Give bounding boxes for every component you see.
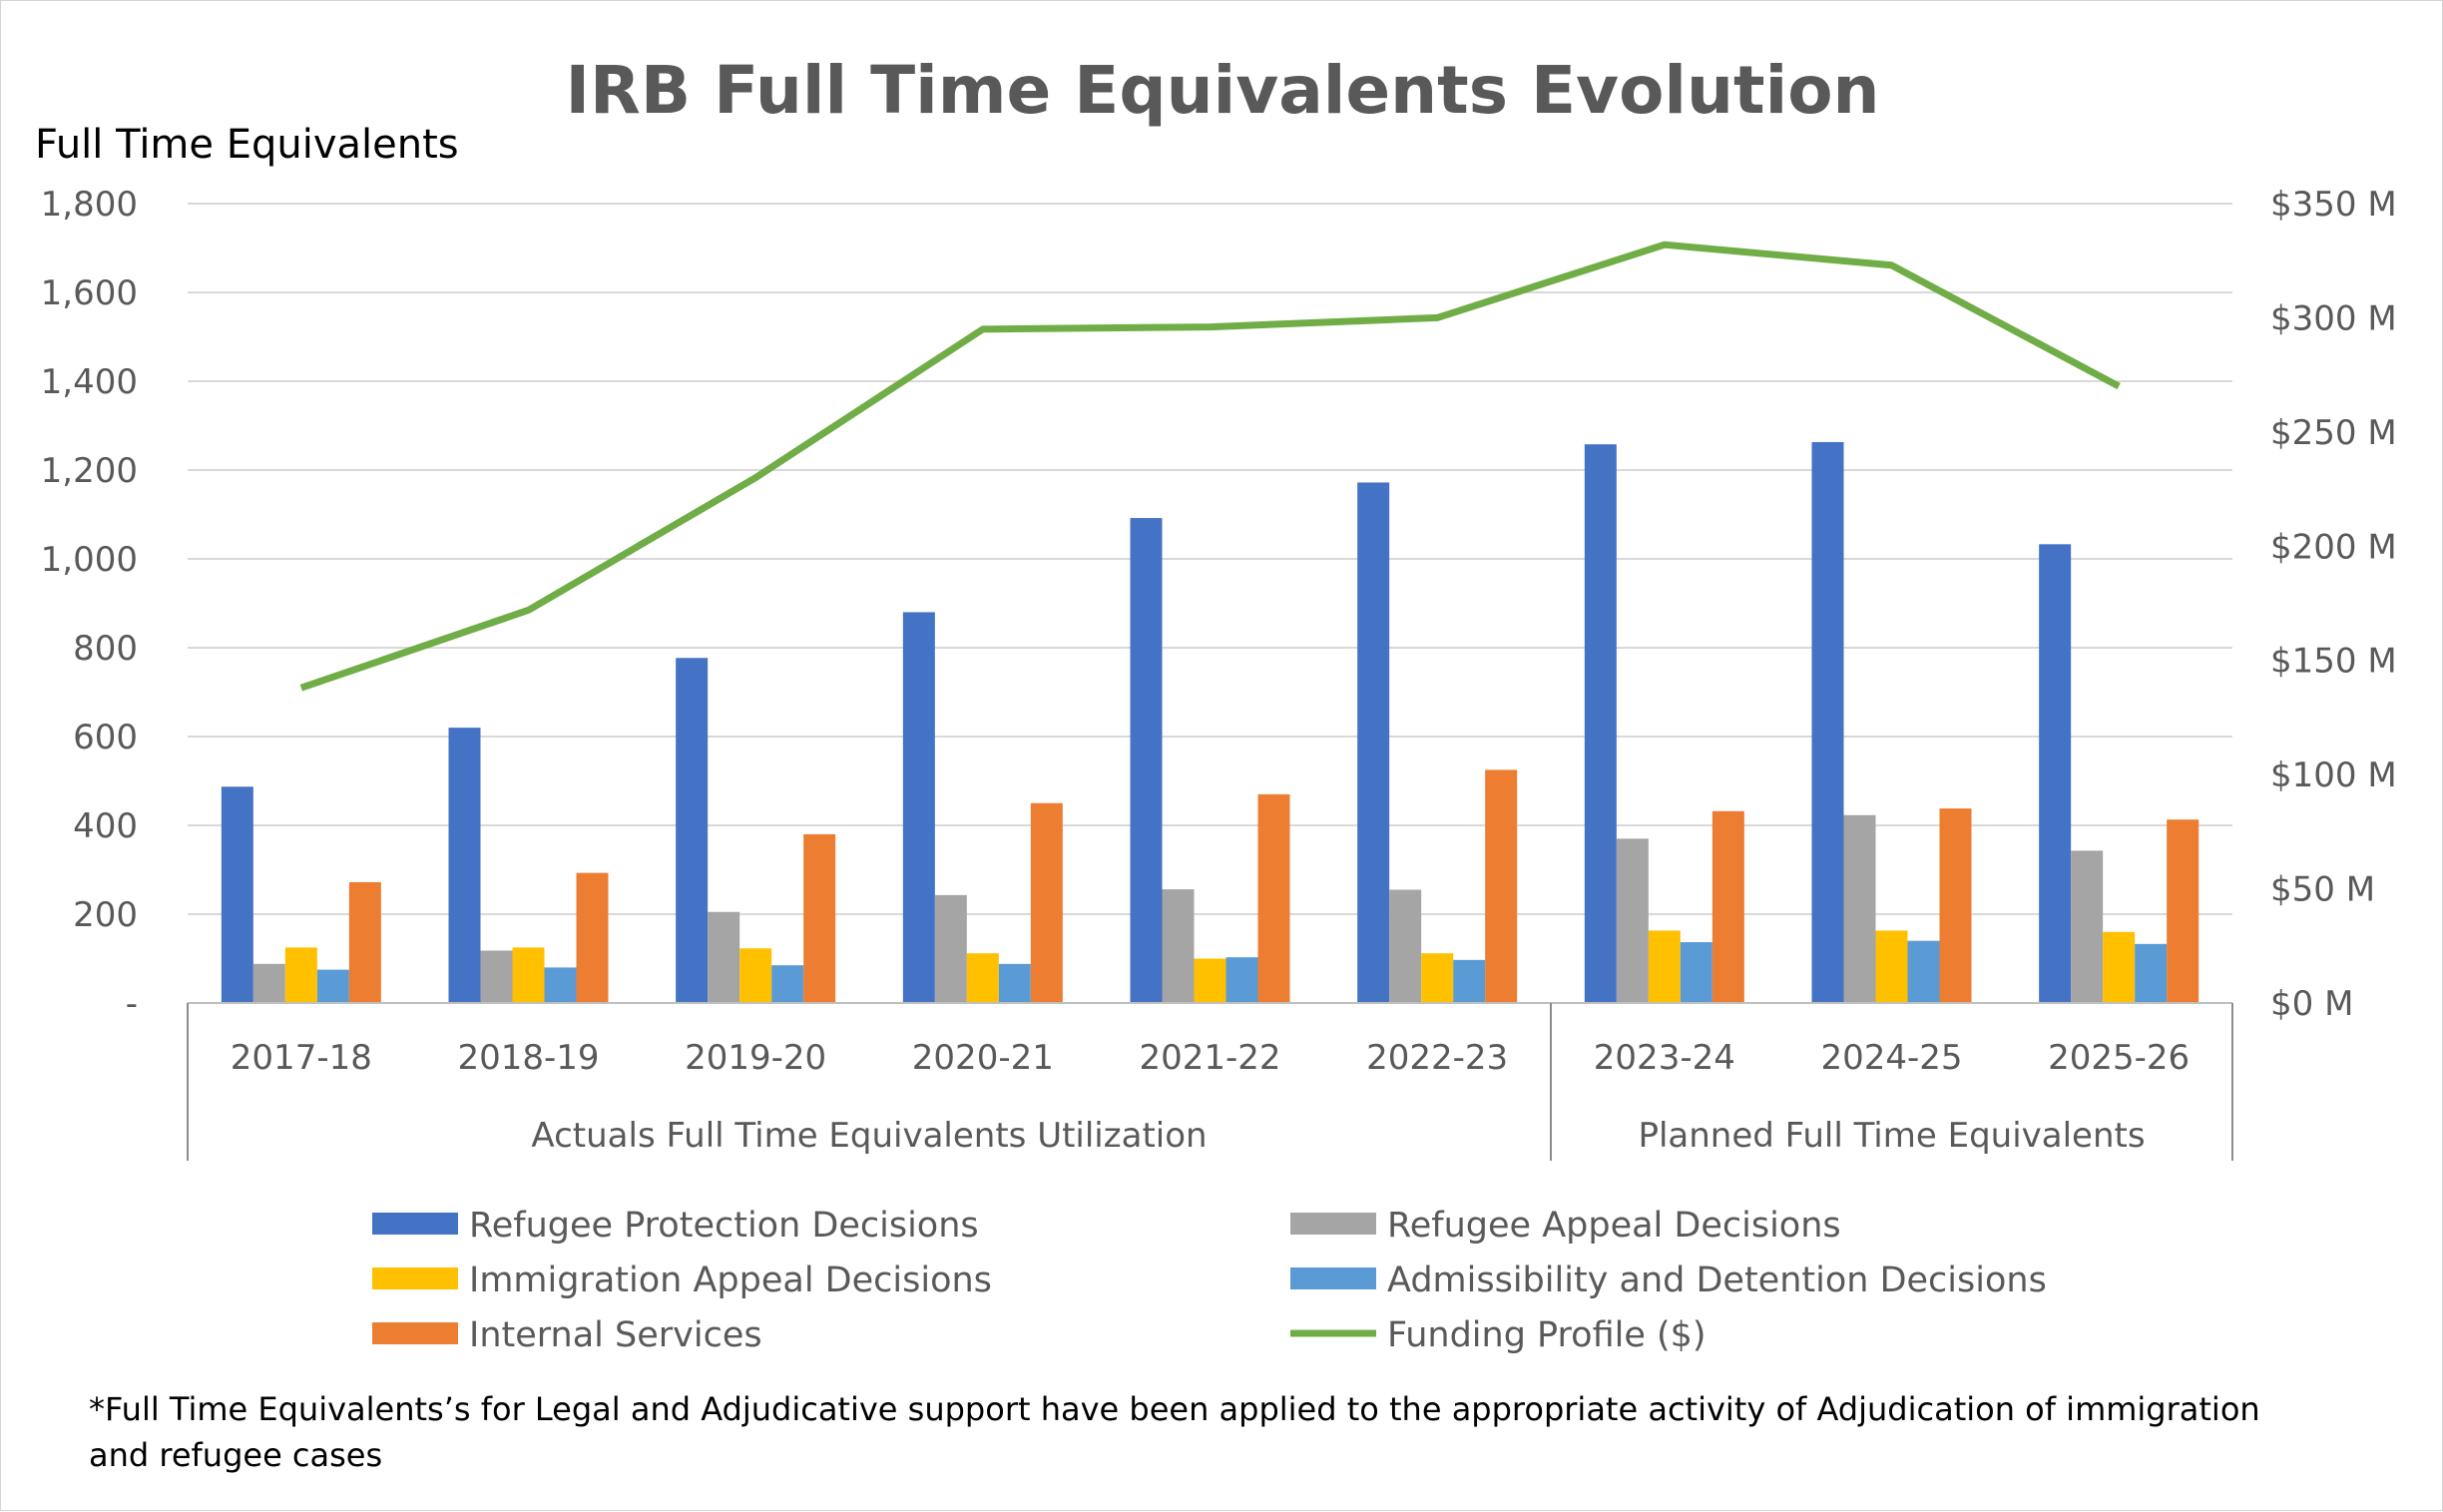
y2-tick-label: $150 M <box>2270 642 2397 682</box>
x-axis: 2017-18 2018-19 2019-20 2020-21 2021-22 2022-… <box>187 1002 2233 1161</box>
y-tick-label: 200 <box>73 895 138 935</box>
chart-title: IRB Full Time Equivalents Evolution <box>565 52 1879 129</box>
bar-refugee-protection-decisions-2020-21 <box>902 612 935 1003</box>
y-tick-label: 1,600 <box>41 273 138 313</box>
y2-tick-label: $0 M <box>2270 984 2353 1024</box>
x-tick-label: 2024-25 <box>1820 1038 1962 1078</box>
bar-admissibility-and-detention-decisions-2023-24 <box>1680 942 1712 1003</box>
y2-tick-label: $300 M <box>2270 298 2397 338</box>
bar-immigration-appeal-decisions-2020-21 <box>966 953 999 1003</box>
bar-admissibility-and-detention-decisions-2024-25 <box>1907 940 1940 1003</box>
y-tick-label: 600 <box>73 718 138 757</box>
bar-internal-services-2025-26 <box>2167 819 2199 1003</box>
bar-refugee-protection-decisions-2023-24 <box>1584 444 1617 1003</box>
y-tick-label: - <box>126 984 138 1024</box>
y-tick-label: 1,000 <box>41 540 138 580</box>
x-tick-label: 2017-18 <box>231 1038 372 1078</box>
bar-internal-services-2022-23 <box>1485 769 1518 1003</box>
funding-line <box>299 241 2121 692</box>
bar-refugee-appeal-decisions-2022-23 <box>1389 889 1422 1003</box>
y2-tick-label: $250 M <box>2270 413 2397 453</box>
y2-tick-label: $200 M <box>2270 527 2397 567</box>
bar-refugee-protection-decisions-2017-18 <box>221 786 253 1003</box>
bar-marks <box>221 441 2199 1004</box>
bar-immigration-appeal-decisions-2022-23 <box>1421 953 1454 1003</box>
gridlines <box>188 203 2232 915</box>
bar-internal-services-2020-21 <box>1030 802 1063 1003</box>
bar-refugee-appeal-decisions-2024-25 <box>1843 814 1876 1003</box>
bar-immigration-appeal-decisions-2024-25 <box>1875 930 1908 1003</box>
bar-refugee-appeal-decisions-2021-22 <box>1162 889 1195 1003</box>
bar-refugee-protection-decisions-2018-19 <box>448 728 481 1003</box>
bar-refugee-protection-decisions-2019-20 <box>676 658 709 1003</box>
legend-swatch <box>372 1267 458 1289</box>
bar-refugee-protection-decisions-2025-26 <box>2039 544 2072 1003</box>
bar-immigration-appeal-decisions-2025-26 <box>2103 931 2136 1003</box>
legend: Refugee Protection Decisions Refugee Appe… <box>372 1206 2047 1355</box>
x-tick-label: 2020-21 <box>912 1038 1054 1078</box>
bar-internal-services-2019-20 <box>803 833 836 1003</box>
footnote: *Full Time Equivalents’s for Legal and A… <box>89 1390 2260 1474</box>
y-axis-ticks: - 200 400 600 800 1,000 1,200 1,400 1,600 1,800 <box>41 185 138 1024</box>
bar-internal-services-2023-24 <box>1711 810 1744 1003</box>
bar-refugee-appeal-decisions-2017-18 <box>252 963 285 1003</box>
bar-admissibility-and-detention-decisions-2020-21 <box>998 963 1031 1003</box>
bar-internal-services-2024-25 <box>1939 808 1972 1003</box>
legend-swatch <box>1290 1267 1376 1289</box>
group-label: Actuals Full Time Equivalents Utilizatio… <box>531 1116 1207 1156</box>
bar-internal-services-2018-19 <box>576 872 609 1003</box>
bar-refugee-protection-decisions-2022-23 <box>1357 482 1390 1004</box>
x-tick-label: 2023-24 <box>1594 1038 1735 1078</box>
y2-tick-label: $350 M <box>2270 185 2397 225</box>
bar-admissibility-and-detention-decisions-2018-19 <box>544 967 577 1003</box>
bar-refugee-protection-decisions-2024-25 <box>1811 441 1844 1004</box>
y-tick-label: 800 <box>73 629 138 669</box>
bar-refugee-protection-decisions-2021-22 <box>1130 518 1163 1003</box>
y-tick-label: 400 <box>73 806 138 846</box>
x-tick-label: 2025-26 <box>2048 1038 2190 1078</box>
x-tick-label: 2022-23 <box>1366 1038 1508 1078</box>
legend-swatch <box>372 1322 458 1344</box>
x-tick-label: 2018-19 <box>457 1038 599 1078</box>
group-label: Planned Full Time Equivalents <box>1638 1116 2145 1156</box>
y2-tick-label: $100 M <box>2270 756 2397 795</box>
bar-refugee-appeal-decisions-2020-21 <box>934 894 967 1003</box>
funding-profile-line <box>299 241 2121 692</box>
bar-immigration-appeal-decisions-2019-20 <box>739 948 772 1003</box>
x-tick-label: 2021-22 <box>1139 1038 1280 1078</box>
bar-admissibility-and-detention-decisions-2025-26 <box>2135 943 2168 1003</box>
bar-refugee-appeal-decisions-2018-19 <box>480 950 513 1003</box>
bar-admissibility-and-detention-decisions-2017-18 <box>316 969 349 1003</box>
y-tick-label: 1,400 <box>41 362 138 402</box>
bar-refugee-appeal-decisions-2023-24 <box>1616 838 1649 1003</box>
bar-internal-services-2017-18 <box>348 881 381 1003</box>
y2-axis-ticks: $0 M $50 M $100 M $150 M $200 M $250 M $300 M $… <box>2270 185 2397 1024</box>
y2-tick-label: $50 M <box>2270 870 2375 910</box>
y-tick-label: 1,800 <box>41 185 138 225</box>
bar-admissibility-and-detention-decisions-2022-23 <box>1453 959 1486 1003</box>
legend-label: Internal Services <box>469 1315 762 1355</box>
legend-swatch <box>372 1213 458 1235</box>
y-axis-label: Full Time Equivalents <box>35 122 459 168</box>
legend-label: Refugee Protection Decisions <box>469 1206 979 1246</box>
legend-swatch <box>1290 1213 1376 1235</box>
bar-admissibility-and-detention-decisions-2019-20 <box>771 965 804 1003</box>
bar-refugee-appeal-decisions-2019-20 <box>708 911 740 1003</box>
bar-internal-services-2021-22 <box>1257 793 1290 1003</box>
y-tick-label: 1,200 <box>41 451 138 491</box>
legend-label: Admissibility and Detention Decisions <box>1387 1260 2047 1300</box>
bar-admissibility-and-detention-decisions-2021-22 <box>1225 957 1258 1003</box>
legend-label: Immigration Appeal Decisions <box>469 1260 992 1300</box>
bar-immigration-appeal-decisions-2017-18 <box>284 947 317 1003</box>
legend-label: Refugee Appeal Decisions <box>1387 1206 1841 1246</box>
bar-immigration-appeal-decisions-2018-19 <box>512 947 545 1003</box>
bar-immigration-appeal-decisions-2021-22 <box>1194 958 1226 1003</box>
bar-refugee-appeal-decisions-2025-26 <box>2071 850 2104 1003</box>
x-tick-label: 2019-20 <box>685 1038 826 1078</box>
bar-immigration-appeal-decisions-2023-24 <box>1648 930 1681 1003</box>
legend-label: Funding Profile ($) <box>1387 1315 1707 1355</box>
